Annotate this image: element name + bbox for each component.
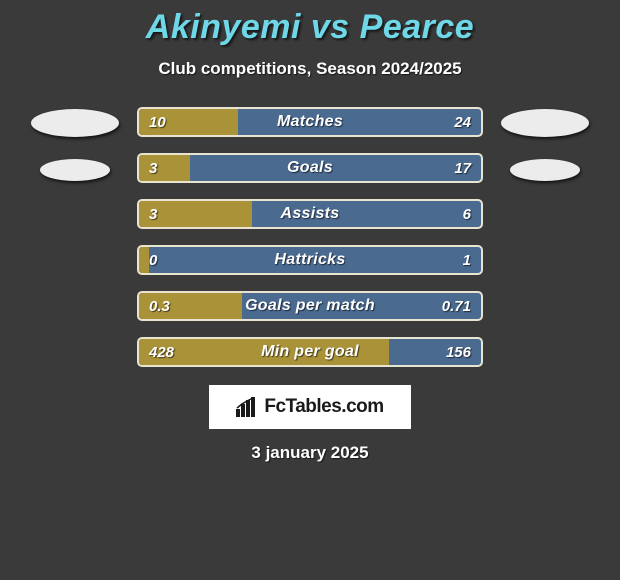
stat-row: 3Goals17 xyxy=(137,153,483,183)
stat-bars: 10Matches24 3Goals17 3Assists6 0Hattricks1 0… xyxy=(137,107,483,367)
stat-value-right: 6 xyxy=(463,201,471,227)
player-avatar-left xyxy=(31,109,119,137)
stat-row: 3Assists6 xyxy=(137,199,483,229)
stat-value-right: 0.71 xyxy=(442,293,471,319)
date-label: 3 january 2025 xyxy=(0,443,620,463)
stat-label: Matches xyxy=(139,109,481,135)
team-badge-right xyxy=(510,159,580,181)
player-avatar-right xyxy=(501,109,589,137)
stat-value-right: 24 xyxy=(454,109,471,135)
comparison-infographic: Akinyemi vs Pearce Club competitions, Se… xyxy=(0,0,620,580)
stat-row: 0Hattricks1 xyxy=(137,245,483,275)
page-title: Akinyemi vs Pearce xyxy=(0,8,620,47)
stat-row: 428Min per goal156 xyxy=(137,337,483,367)
stat-label: Assists xyxy=(139,201,481,227)
left-player-col xyxy=(25,107,125,181)
bar-chart-icon xyxy=(236,397,258,417)
right-player-col xyxy=(495,107,595,181)
team-badge-left xyxy=(40,159,110,181)
stat-row: 10Matches24 xyxy=(137,107,483,137)
stat-row: 0.3Goals per match0.71 xyxy=(137,291,483,321)
stat-label: Goals per match xyxy=(139,293,481,319)
stat-label: Hattricks xyxy=(139,247,481,273)
stat-label: Goals xyxy=(139,155,481,181)
stat-label: Min per goal xyxy=(139,339,481,365)
subtitle: Club competitions, Season 2024/2025 xyxy=(0,59,620,79)
stat-value-right: 17 xyxy=(454,155,471,181)
logo-text: FcTables.com xyxy=(264,396,383,418)
fctables-logo: FcTables.com xyxy=(209,385,411,429)
stat-value-right: 1 xyxy=(463,247,471,273)
stat-value-right: 156 xyxy=(446,339,471,365)
stats-area: 10Matches24 3Goals17 3Assists6 0Hattricks1 0… xyxy=(0,107,620,367)
